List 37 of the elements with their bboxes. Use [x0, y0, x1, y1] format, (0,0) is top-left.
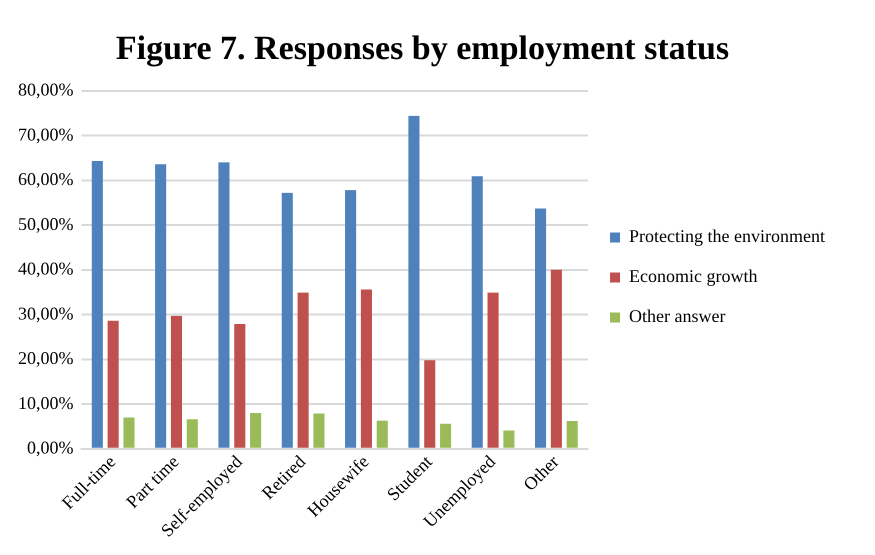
bar [123, 417, 135, 448]
y-tick-label: 40,00% [18, 258, 74, 279]
legend-label: Protecting the environment [629, 226, 825, 246]
legend-label: Economic growth [629, 266, 758, 286]
y-tick-label: 20,00% [18, 348, 74, 368]
bar [313, 413, 324, 448]
y-tick-label: 10,00% [18, 392, 74, 413]
bar [170, 316, 182, 448]
y-tick-label: 50,00% [18, 214, 74, 234]
bar [282, 192, 293, 448]
legend-label: Other answer [629, 306, 726, 326]
bar [155, 164, 166, 448]
bar [408, 116, 420, 448]
bar [234, 324, 246, 448]
y-tick-label: 0,00% [26, 438, 74, 458]
bar [440, 424, 452, 448]
bar [472, 176, 483, 448]
bar [218, 162, 230, 448]
y-tick-label: 80,00% [18, 80, 74, 100]
bar [376, 420, 388, 448]
chart-title: Figure 7. Responses by employment status [116, 30, 730, 68]
y-tick-label: 60,00% [18, 169, 74, 190]
bar [424, 360, 436, 448]
bar [298, 292, 309, 448]
y-tick-label: 70,00% [18, 124, 74, 144]
bar [92, 161, 103, 448]
bar [360, 289, 372, 448]
bar [108, 320, 119, 448]
bar [250, 412, 262, 448]
bar [488, 292, 499, 448]
bar [503, 430, 514, 448]
bar [186, 419, 198, 448]
y-tick-label: 30,00% [18, 303, 74, 324]
bar [550, 270, 562, 448]
bar [566, 421, 578, 448]
bar [345, 190, 356, 448]
bar [535, 208, 546, 448]
